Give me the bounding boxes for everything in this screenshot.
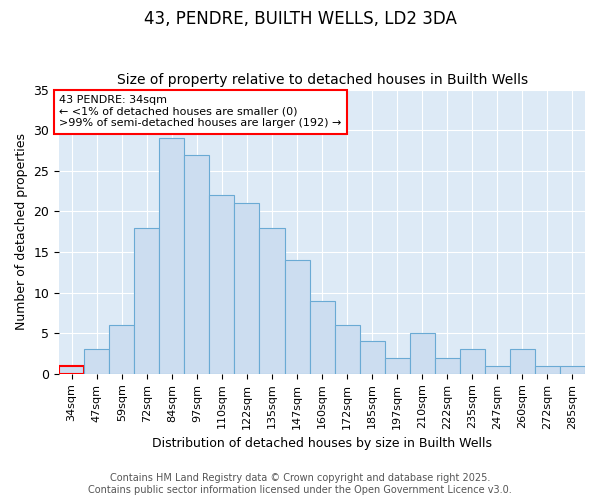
Bar [485, 366, 510, 374]
Title: Size of property relative to detached houses in Builth Wells: Size of property relative to detached ho… [116, 73, 527, 87]
Bar [435, 358, 460, 374]
Bar [460, 350, 485, 374]
X-axis label: Distribution of detached houses by size in Builth Wells: Distribution of detached houses by size … [152, 437, 492, 450]
Bar [134, 228, 160, 374]
Bar [335, 325, 359, 374]
Bar [510, 350, 535, 374]
Bar [259, 228, 284, 374]
Bar [59, 366, 84, 374]
Bar [160, 138, 184, 374]
Bar [385, 358, 410, 374]
Bar [310, 300, 335, 374]
Bar [184, 154, 209, 374]
Text: 43, PENDRE, BUILTH WELLS, LD2 3DA: 43, PENDRE, BUILTH WELLS, LD2 3DA [143, 10, 457, 28]
Bar [209, 195, 235, 374]
Bar [560, 366, 585, 374]
Y-axis label: Number of detached properties: Number of detached properties [15, 133, 28, 330]
Text: Contains HM Land Registry data © Crown copyright and database right 2025.
Contai: Contains HM Land Registry data © Crown c… [88, 474, 512, 495]
Text: 43 PENDRE: 34sqm
← <1% of detached houses are smaller (0)
>99% of semi-detached : 43 PENDRE: 34sqm ← <1% of detached house… [59, 95, 341, 128]
Bar [235, 204, 259, 374]
Bar [410, 333, 435, 374]
Bar [284, 260, 310, 374]
Bar [359, 342, 385, 374]
Bar [84, 350, 109, 374]
Bar [535, 366, 560, 374]
Bar [109, 325, 134, 374]
